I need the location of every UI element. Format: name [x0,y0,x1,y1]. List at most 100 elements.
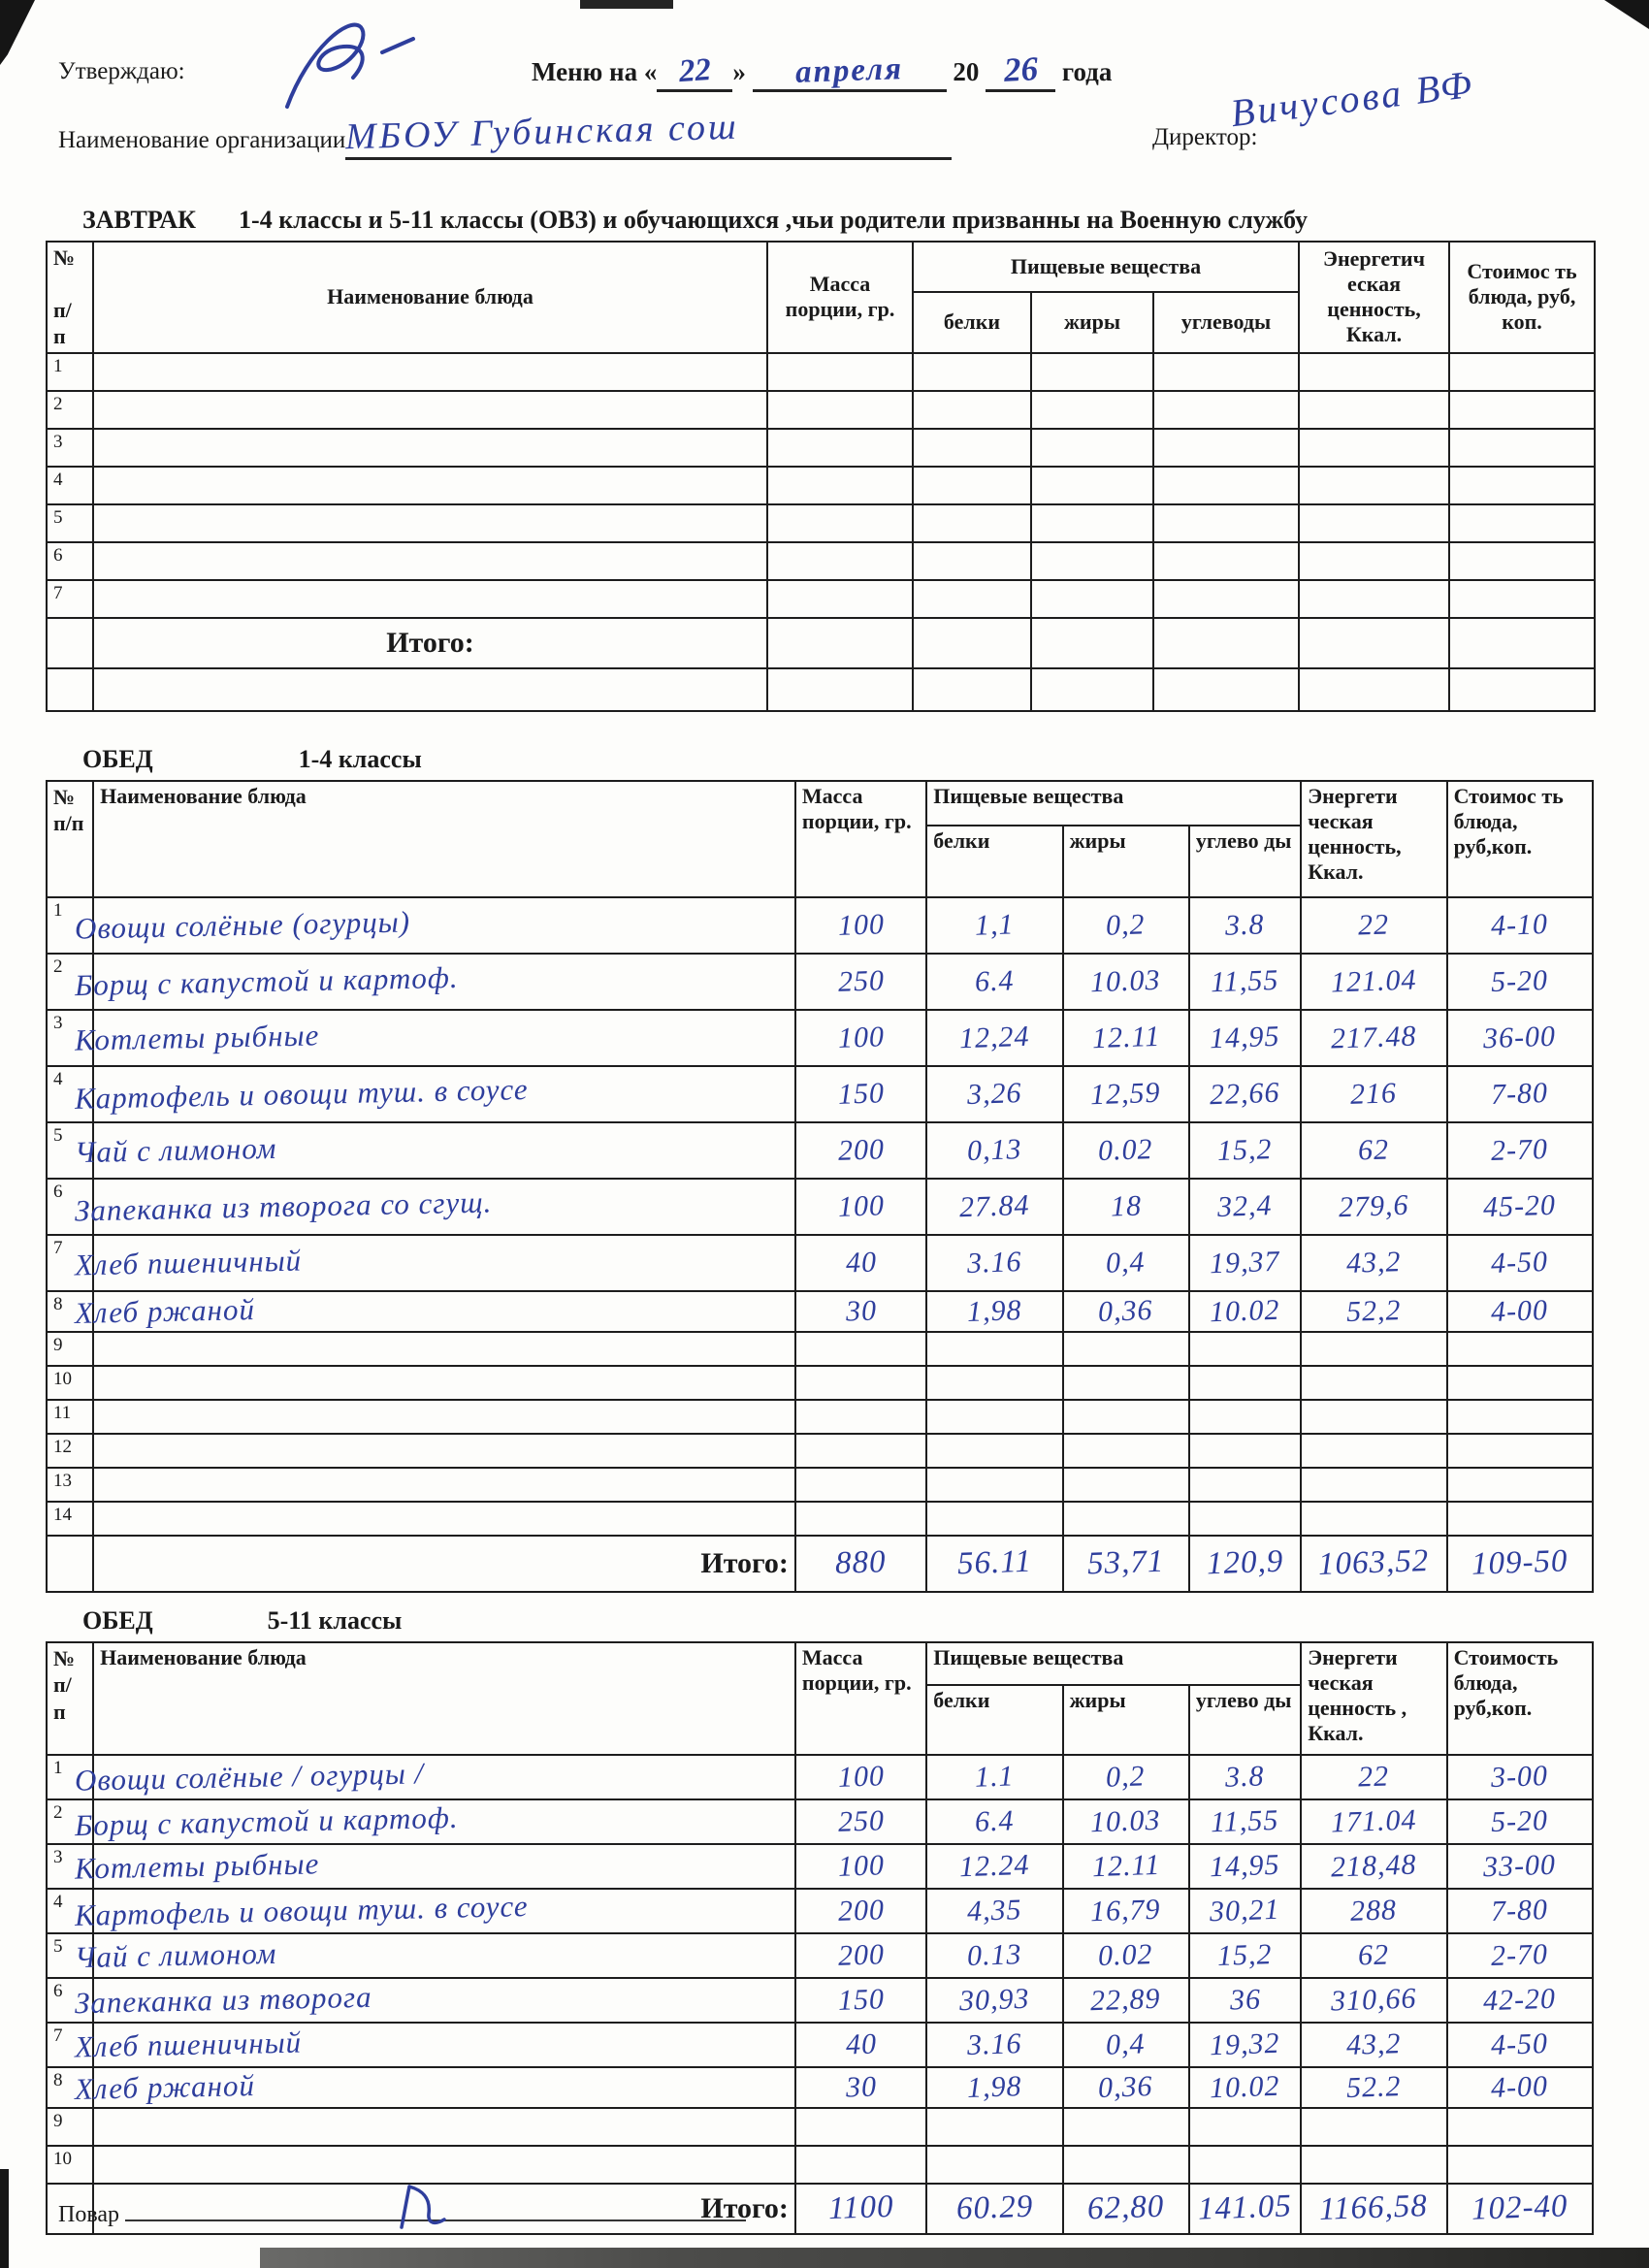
carbs-value: 15,2 [1216,1132,1274,1167]
row-number: 5 [53,1124,63,1146]
row-number: 1 [53,899,63,921]
fat-value: 0,36 [1097,1293,1154,1328]
quote-open: « [643,57,658,86]
organization-line: Наименование организацииМБОУ Губинская с… [58,107,953,160]
protein-value: 4,35 [966,1893,1023,1928]
table-row: 13 [45,1466,1595,1503]
energy-value: 171.04 [1330,1802,1418,1839]
scan-artifact-top-edge [580,0,673,9]
row-number: 1 [53,1757,63,1778]
total-fat: 53,71 [1086,1543,1165,1582]
dish-name: Чай с лимоном [74,1935,277,1974]
fat-value: 0,36 [1097,2069,1154,2104]
scan-artifact-bottom-left [0,2169,9,2268]
row-number: 6 [53,1181,63,1202]
protein-value: 6.4 [974,1803,1016,1838]
total-price: 102-40 [1471,2188,1569,2227]
row-number: 4 [53,1068,63,1089]
table-row: 8 Хлеб ржаной 30 1,98 0,36 10.02 52.2 4-… [45,2065,1595,2109]
lunch-5-11-section-title: ОБЕД 5-11 классы [82,1606,1649,1636]
col-header-dish: Наименование блюда [92,241,768,354]
mass-value: 40 [844,2026,878,2061]
protein-value: 12,24 [958,1020,1031,1054]
price-value: 33-00 [1482,1848,1557,1883]
row-number: 7 [53,2025,63,2046]
table-row: 11 [45,1398,1595,1435]
col-header-cost: Стоимос ть блюда, руб,коп. [1445,779,1595,898]
energy-value: 216 [1349,1076,1398,1111]
fat-value: 0.02 [1097,1937,1154,1972]
col-header-dish: Наименование блюда [92,779,796,898]
dish-name: Картофель и овощи туш. в соусе [74,1888,530,1932]
col-header-mass: Масса порции, гр. [793,1640,928,1756]
mass-value: 250 [836,963,886,998]
row-number: 10 [53,2148,72,2169]
protein-value: 3.16 [966,1245,1023,1280]
energy-value: 22 [1357,907,1390,942]
row-number: 8 [53,2069,63,2090]
table-row: 3 Котлеты рыбные 100 12,24 12.11 14,95 2… [45,1008,1595,1067]
price-value: 7-80 [1490,1076,1549,1111]
mass-value: 200 [836,1132,886,1167]
energy-value: 288 [1349,1893,1398,1928]
dish-name: Запеканка из творога [74,1979,373,2020]
col-header-carbs: углево ды [1187,824,1303,898]
protein-value: 0.13 [966,1937,1023,1972]
organization-name-handwritten: МБОУ Губинская сош [344,106,740,158]
row-number: 2 [53,956,63,977]
dish-name: Овощи солёные / огурцы / [74,1755,425,1798]
table-row: 8 Хлеб ржаной 30 1,98 0,36 10.02 52,2 4-… [45,1289,1595,1333]
total-fat: 62,80 [1086,2188,1165,2227]
row-number: 7 [53,1237,63,1258]
dish-name: Картофель и овощи туш. в соусе [74,1071,530,1116]
fat-value: 10.03 [1089,963,1162,998]
energy-value: 279,6 [1338,1188,1410,1223]
lunch-1-4-title: ОБЕД [82,744,153,773]
mass-value: 40 [844,1245,878,1280]
carbs-value: 14,95 [1209,1848,1281,1883]
row-number: 1 [53,355,63,376]
empty-tail-row [46,666,1597,712]
breakfast-title: ЗАВТРАК [82,206,197,234]
price-value: 7-80 [1490,1893,1549,1928]
carbs-value: 14,95 [1209,1020,1281,1054]
table-row: 9 [45,1330,1595,1367]
col-header-carbs: углево ды [1187,1683,1303,1756]
approve-label: Утверждаю: [58,58,185,84]
col-header-protein: белки [925,1683,1064,1756]
fat-value: 12.11 [1091,1020,1161,1054]
row-number: 3 [53,1846,63,1867]
cook-label: Повар [58,2202,119,2227]
protein-value: 30,93 [958,1982,1031,2017]
mass-value: 100 [836,1848,886,1883]
col-header-nutrients: Пищевые вещества [925,1640,1303,1686]
fat-value: 0,2 [1105,1759,1147,1794]
fat-value: 0.02 [1097,1132,1154,1167]
row-number: 7 [53,582,63,603]
col-header-num: № п/ п [45,1640,95,1756]
carbs-value: 19,37 [1209,1245,1281,1280]
protein-value: 1.1 [974,1759,1016,1794]
price-value: 5-20 [1490,1803,1549,1838]
price-value: 4-50 [1490,1245,1549,1280]
price-value: 4-00 [1490,2069,1549,2104]
carbs-value: 36 [1228,1982,1262,2017]
dish-name: Борщ с капустой и картоф. [74,1799,459,1842]
fat-value: 10.03 [1089,1803,1162,1838]
price-value: 4-10 [1490,907,1549,942]
mass-value: 200 [836,1893,886,1928]
row-number: 9 [53,1334,63,1355]
col-header-nutrients: Пищевые вещества [925,779,1303,826]
fat-value: 0,2 [1105,907,1147,942]
mass-value: 100 [836,1020,886,1054]
row-number: 12 [53,1436,72,1457]
price-value: 45-20 [1482,1188,1557,1223]
table-row: 4 [46,465,1597,505]
fat-value: 0,4 [1105,1245,1147,1280]
dish-name: Хлеб пшеничный [74,2025,303,2063]
energy-value: 310,66 [1330,1981,1418,2018]
total-price: 109-50 [1471,1543,1569,1582]
fat-value: 12.11 [1091,1848,1161,1883]
table-row: 3 [46,427,1597,468]
